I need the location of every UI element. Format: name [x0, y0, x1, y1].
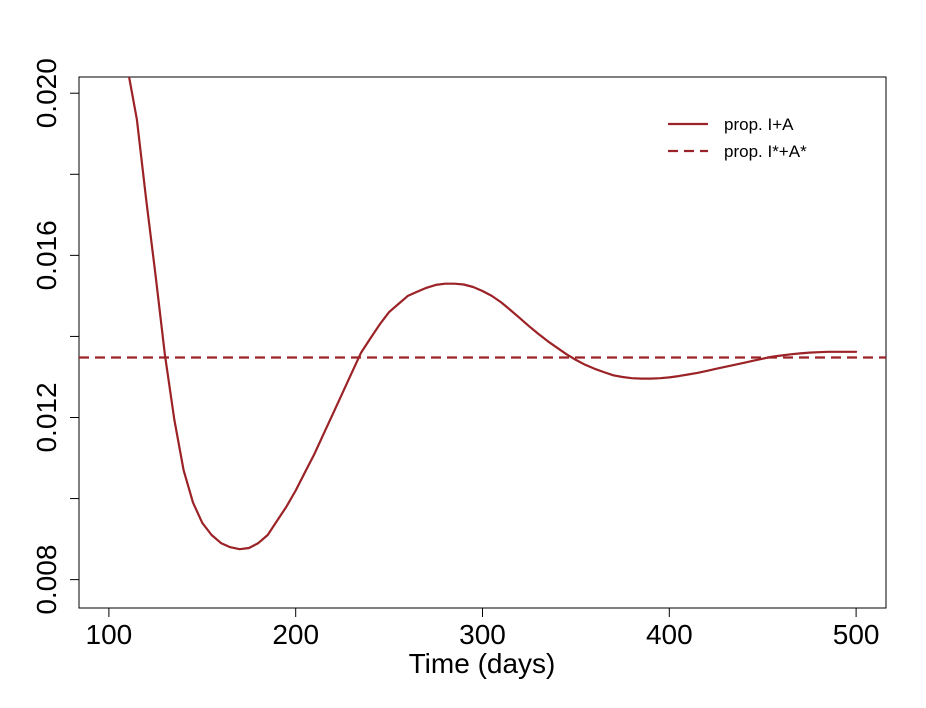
y-tick-label: 0.020: [31, 58, 62, 128]
y-tick-label: 0.016: [31, 220, 62, 290]
y-tick-label: 0.012: [31, 382, 62, 452]
series-layer: [79, 77, 886, 551]
y-tick-label: 0.008: [31, 545, 62, 615]
legend-label: prop. I*+A*: [724, 142, 807, 161]
x-tick-label: 500: [833, 619, 880, 650]
x-axis-title: Time (days): [409, 648, 556, 679]
legend: prop. I+A prop. I*+A*: [668, 115, 807, 161]
proportion-solid-line: [127, 77, 858, 551]
legend-label: prop. I+A: [724, 115, 794, 134]
x-tick-label: 300: [459, 619, 506, 650]
x-tick-label: 200: [272, 619, 319, 650]
y-axis: 0.008 0.012 0.016 0.020: [31, 58, 79, 615]
x-axis: 100 200 300 400 500: [86, 608, 880, 650]
x-tick-label: 400: [646, 619, 693, 650]
x-tick-label: 100: [86, 619, 133, 650]
